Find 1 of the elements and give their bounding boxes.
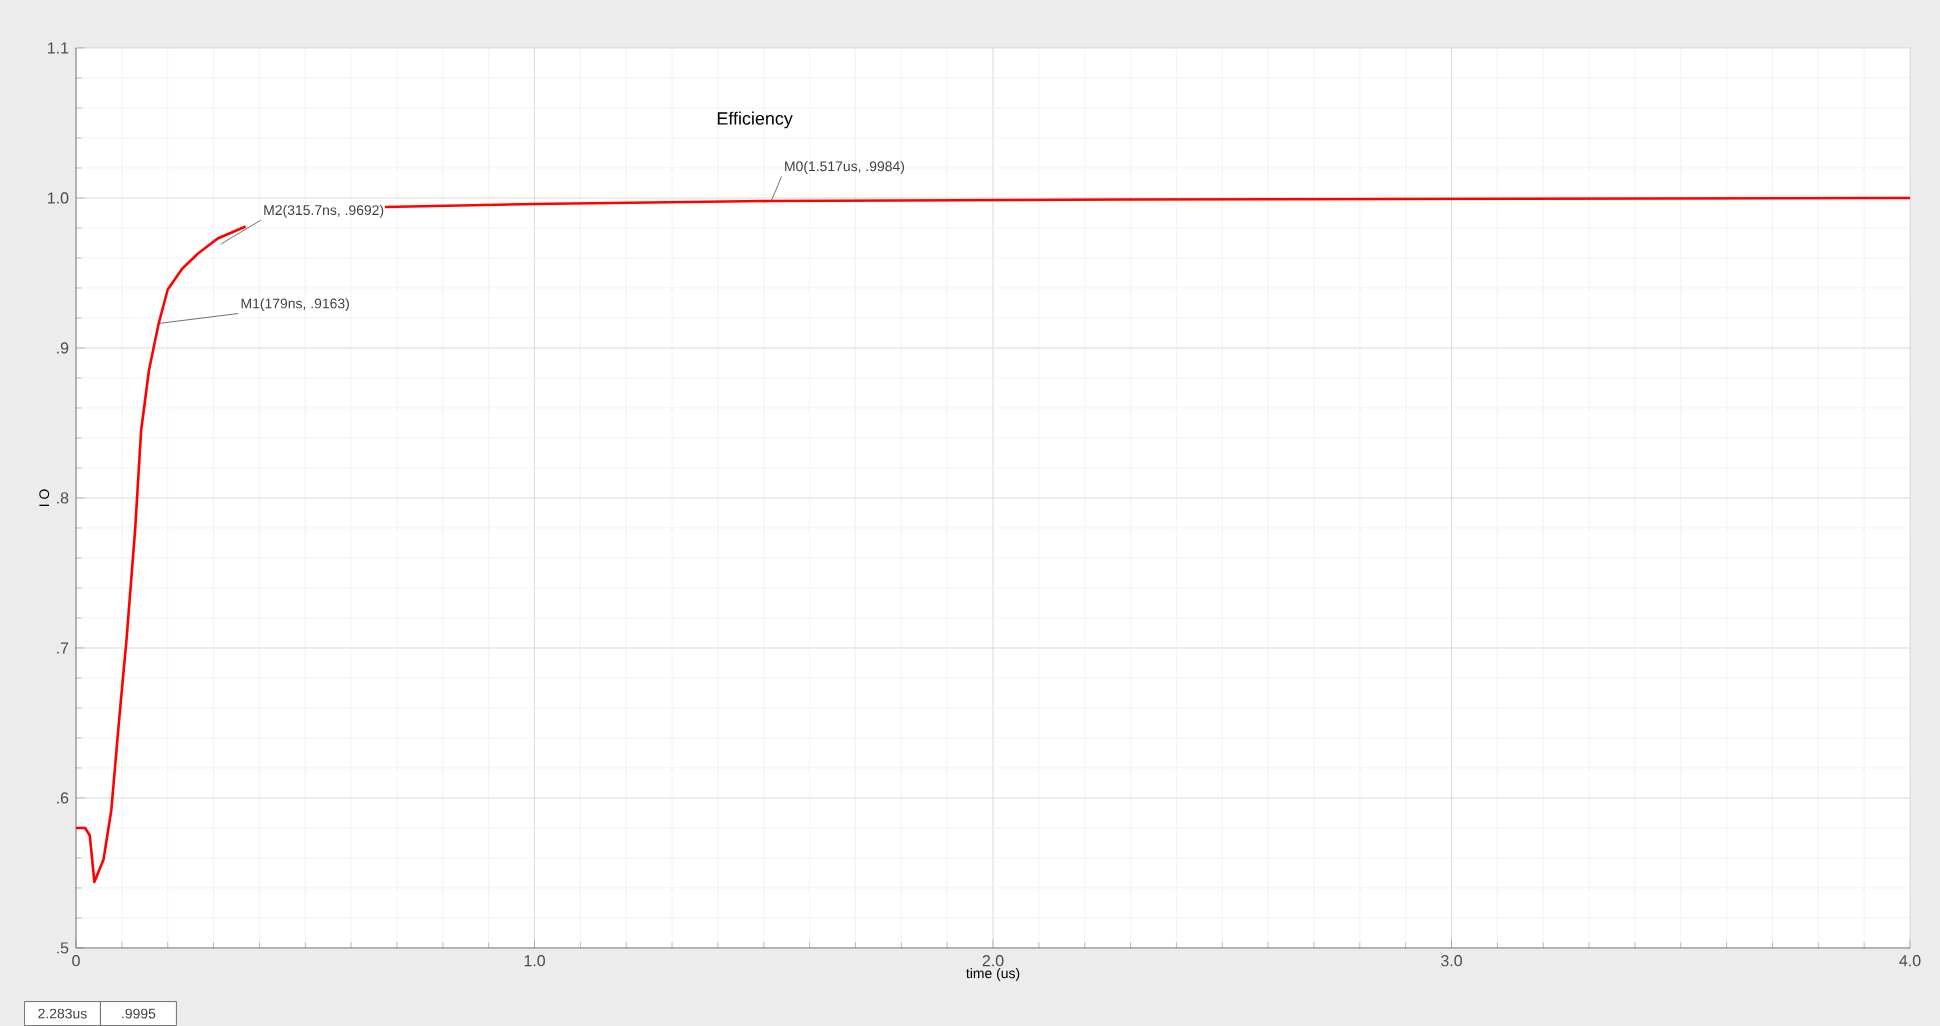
text: Efficiency [717,111,793,129]
